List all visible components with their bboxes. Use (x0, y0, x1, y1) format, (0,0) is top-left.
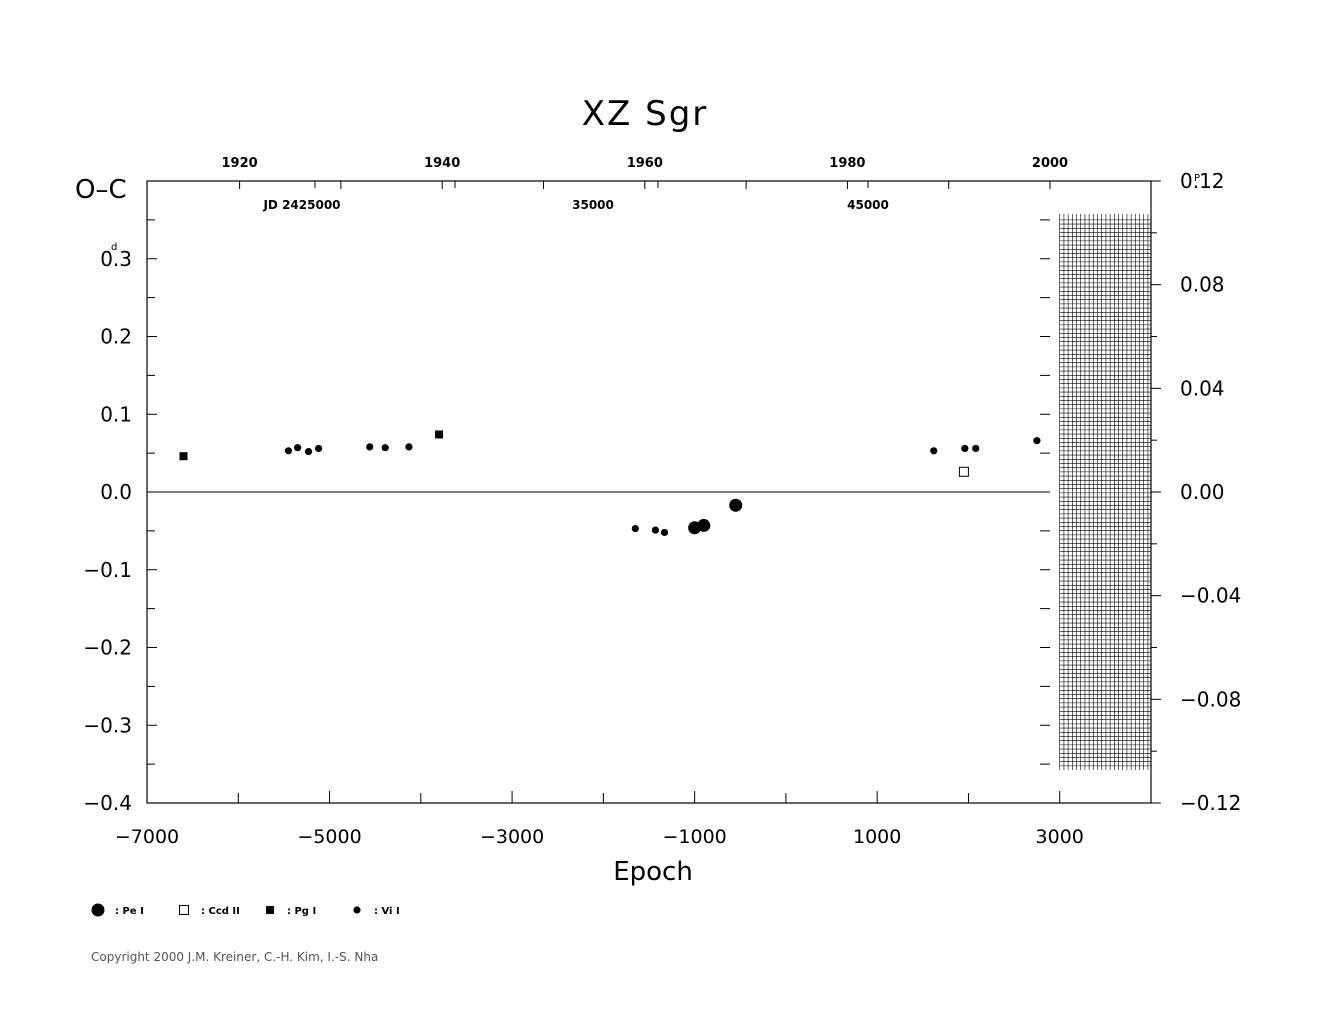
point-pe (91, 903, 105, 917)
x-tick-label: 3000 (1036, 826, 1084, 848)
hatched-region (1059, 213, 1151, 771)
point-pg (266, 906, 274, 914)
top-year-label: 1920 (222, 156, 258, 171)
top-year-label: 1940 (424, 156, 460, 171)
top-jd-label: 45000 (847, 198, 889, 212)
y2-tick-label: −0.08 (1180, 687, 1241, 711)
top-year-label: 1960 (627, 156, 663, 171)
point-vi (660, 528, 669, 537)
legend-label: : Vi I (374, 906, 400, 917)
top-year-label: 1980 (829, 156, 865, 171)
y-axis-unit: d (111, 242, 117, 253)
point-vi (651, 526, 659, 534)
y2-tick-label: 0.04 (1180, 376, 1225, 400)
legend-label: : Pg I (287, 906, 316, 917)
y2-tick-label: −0.04 (1180, 584, 1241, 608)
point-pg (435, 430, 444, 439)
top-year-label: 2000 (1032, 156, 1068, 171)
x-tick-label: −7000 (115, 826, 179, 848)
axis-ticks (146, 180, 1161, 804)
point-ccd (958, 466, 969, 477)
point-vi (930, 447, 938, 455)
series-pg-i (179, 430, 444, 461)
y2-tick-label: 0.00 (1180, 480, 1225, 504)
series-ccd-ii (958, 466, 969, 477)
legend: : Pe I : Ccd II : Pg I : Vi I (91, 903, 400, 917)
point-vi (314, 444, 323, 453)
point-vi (961, 444, 969, 453)
y-tick-label: 0.2 (100, 325, 132, 349)
y-tick-label: 0.1 (100, 402, 132, 426)
data-points (179, 430, 1041, 537)
point-vi (304, 447, 313, 456)
y-tick-label: 0.0 (100, 480, 132, 504)
point-vi (1033, 437, 1041, 445)
point-vi (366, 443, 374, 451)
point-pe (729, 498, 743, 512)
axis-tick-labels: −0.4 −0.3 −0.2 −0.1 0.0 0.1 0.2 0.3 −0.12 −0.08 −0… (83, 156, 1241, 848)
y-tick-label: −0.4 (83, 791, 132, 815)
point-vi (353, 906, 361, 914)
top-jd-label: 35000 (572, 198, 614, 212)
y-tick-label: −0.1 (83, 558, 132, 582)
point-vi (294, 444, 302, 452)
point-pg (179, 452, 188, 461)
y-tick-label: −0.3 (83, 713, 132, 737)
x-tick-label: −5000 (297, 826, 361, 848)
y2-axis-unit: P (1194, 173, 1200, 184)
y-axis-label: O–C (75, 175, 127, 205)
legend-label: : Ccd II (201, 906, 240, 917)
point-ccd (179, 905, 189, 915)
series-pe-i (688, 498, 743, 535)
x-tick-label: −3000 (480, 826, 544, 848)
x-tick-label: −1000 (662, 826, 726, 848)
chart-title: XZ Sgr (582, 94, 709, 134)
top-jd-label: JD 2425000 (262, 198, 340, 212)
copyright-text: Copyright 2000 J.M. Kreiner, C.-H. Kim, … (91, 950, 378, 964)
y2-tick-label: 0.08 (1180, 273, 1225, 297)
y2-tick-label: 0.12 (1180, 169, 1225, 193)
point-vi (631, 524, 639, 533)
y2-tick-label: −0.12 (1180, 791, 1241, 815)
y-tick-label: 0.3 (100, 247, 132, 271)
y-tick-label: −0.2 (83, 636, 132, 660)
legend-label: : Pe I (115, 906, 144, 917)
point-vi (972, 444, 980, 453)
series-vi-i (284, 437, 1041, 537)
point-vi (284, 447, 293, 455)
x-axis-label: Epoch (613, 857, 693, 887)
x-tick-label: 1000 (853, 826, 901, 848)
point-vi (381, 444, 389, 452)
point-vi (405, 443, 413, 451)
point-pe (697, 518, 711, 532)
